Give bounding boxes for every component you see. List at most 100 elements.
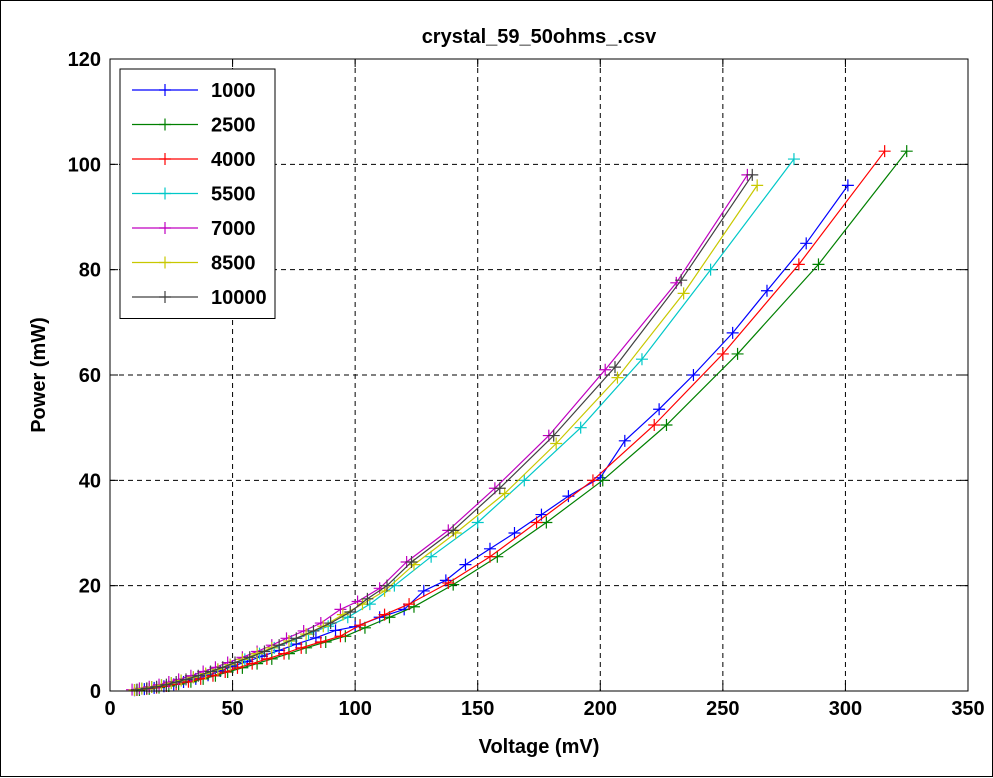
- data-point-marker: [231, 661, 244, 674]
- legend-item: 8500: [132, 253, 256, 275]
- data-point-marker: [354, 619, 367, 632]
- data-point-marker: [295, 641, 308, 654]
- data-point-marker: [425, 550, 438, 563]
- data-point-marker: [383, 611, 396, 624]
- data-point-marker: [760, 284, 773, 297]
- series-layer: [126, 145, 913, 697]
- legend-marker: [159, 291, 171, 303]
- data-point-marker: [677, 287, 690, 300]
- x-tick-label: 50: [221, 698, 243, 720]
- data-point-marker: [498, 487, 511, 500]
- data-point-marker: [787, 153, 800, 166]
- legend-marker: [159, 222, 171, 234]
- legend-marker: [159, 187, 171, 200]
- x-tick-label: 200: [584, 698, 617, 720]
- y-axis-title: Power (mW): [28, 317, 50, 433]
- legend-marker: [159, 153, 171, 165]
- data-point-marker: [216, 661, 229, 674]
- legend-item: 10000: [132, 287, 267, 309]
- legend-marker: [159, 256, 171, 269]
- legend-label: 1000: [211, 80, 256, 102]
- data-point-marker: [260, 652, 273, 665]
- data-point-marker: [140, 682, 153, 695]
- data-point-marker: [518, 474, 531, 487]
- data-point-marker: [179, 673, 192, 686]
- data-point-marker: [356, 598, 369, 611]
- data-point-marker: [675, 274, 688, 287]
- data-point-marker: [483, 550, 496, 563]
- series-10000: [130, 168, 759, 696]
- data-point-marker: [258, 645, 271, 658]
- data-point-marker: [792, 258, 805, 271]
- data-point-marker: [660, 419, 673, 432]
- data-point-marker: [417, 584, 430, 597]
- data-point-marker: [812, 258, 825, 271]
- x-tick-label: 300: [829, 698, 862, 720]
- data-point-marker: [192, 669, 205, 682]
- data-point-marker: [611, 371, 624, 384]
- y-tick-label: 60: [79, 365, 101, 387]
- data-point-marker: [290, 632, 303, 645]
- ticks: 0 50 100 150 200 250 300 350 0 20 40 60 80 100 120: [68, 49, 985, 720]
- legend-item: 1000: [132, 80, 256, 102]
- data-point-marker: [471, 516, 484, 529]
- data-point-marker: [160, 678, 173, 691]
- chart-title: crystal_59_50ohms_.csv: [422, 26, 657, 48]
- x-tick-label: 150: [461, 698, 494, 720]
- legend-label: 4000: [211, 149, 256, 171]
- data-point-marker: [878, 145, 891, 158]
- y-tick-label: 40: [79, 470, 101, 492]
- legend-label: 8500: [211, 253, 256, 275]
- legend-marker: [159, 84, 171, 96]
- data-point-marker: [550, 437, 563, 450]
- data-point-marker: [273, 639, 286, 652]
- data-point-marker: [442, 577, 455, 590]
- data-point-marker: [508, 527, 521, 539]
- data-point-marker: [653, 403, 666, 416]
- data-point-marker: [900, 145, 913, 158]
- data-point-marker: [251, 647, 264, 660]
- data-point-marker: [800, 237, 813, 250]
- data-point-marker: [407, 600, 420, 613]
- data-point-marker: [130, 683, 143, 696]
- data-point-marker: [618, 434, 631, 447]
- y-tick-label: 80: [79, 260, 101, 282]
- y-tick-label: 120: [68, 49, 101, 71]
- legend-label: 2500: [211, 115, 256, 137]
- data-point-marker: [243, 651, 256, 664]
- legend-item: 2500: [132, 115, 256, 137]
- y-tick-label: 20: [79, 576, 101, 598]
- data-point-marker: [378, 608, 391, 621]
- data-point-marker: [229, 656, 242, 669]
- data-point-marker: [204, 665, 217, 678]
- legend-label: 7000: [211, 218, 256, 240]
- data-point-marker: [344, 606, 357, 618]
- data-point-marker: [246, 657, 259, 670]
- data-point-marker: [687, 369, 700, 381]
- data-point-marker: [449, 527, 462, 539]
- data-point-marker: [381, 579, 394, 592]
- data-point-marker: [493, 482, 506, 495]
- data-point-marker: [219, 666, 232, 679]
- data-point-marker: [704, 263, 717, 276]
- x-tick-label: 0: [104, 698, 115, 720]
- data-point-marker: [635, 353, 648, 366]
- data-point-marker: [608, 361, 621, 374]
- data-point-marker: [314, 636, 327, 649]
- y-tick-label: 0: [90, 681, 101, 703]
- legend-label: 5500: [211, 184, 256, 206]
- x-tick-label: 250: [706, 698, 739, 720]
- data-point-marker: [447, 524, 460, 537]
- data-point-marker: [307, 624, 320, 637]
- legend-marker: [159, 118, 171, 131]
- data-point-marker: [278, 647, 291, 660]
- data-point-marker: [459, 558, 472, 571]
- data-point-marker: [726, 326, 739, 339]
- data-point-marker: [841, 179, 854, 192]
- data-point-marker: [336, 608, 349, 621]
- data-point-marker: [329, 624, 342, 637]
- x-tick-label: 350: [951, 698, 984, 720]
- data-point-marker: [751, 179, 764, 192]
- data-point-marker: [361, 592, 374, 605]
